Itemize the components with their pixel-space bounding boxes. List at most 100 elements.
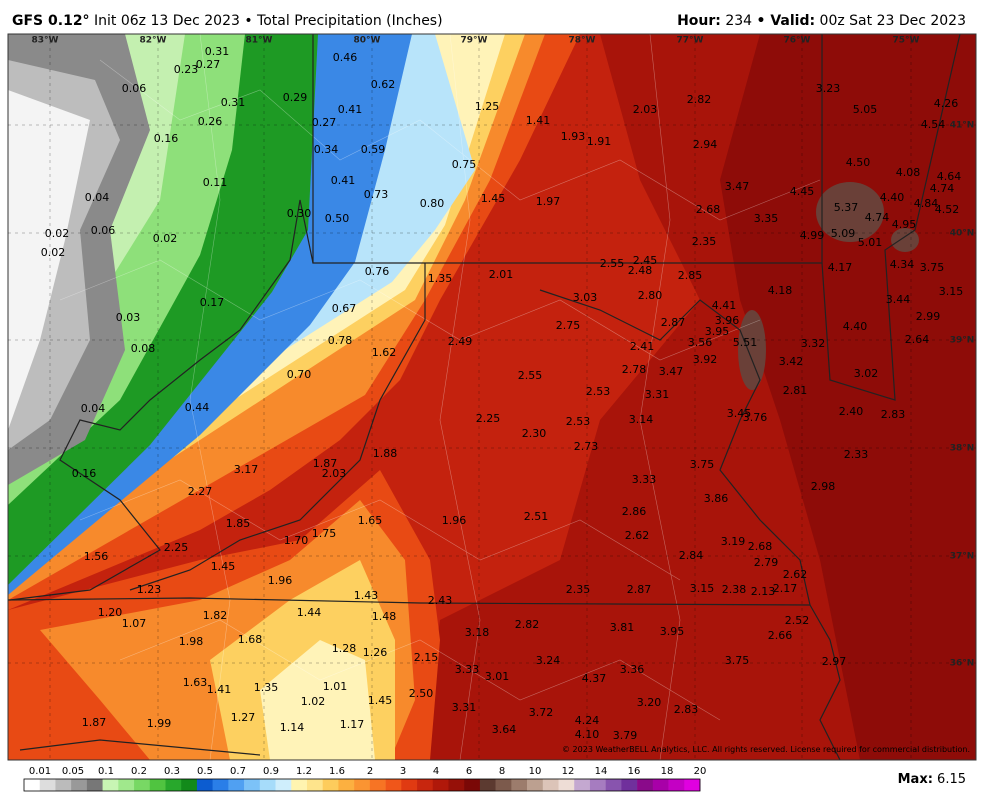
legend-swatch <box>322 779 339 791</box>
station-value: 5.05 <box>853 103 878 116</box>
station-value: 3.01 <box>485 670 510 683</box>
station-value: 2.25 <box>164 541 189 554</box>
lat-label: 36°N <box>950 659 975 669</box>
station-value: 2.99 <box>916 310 941 323</box>
legend-swatch <box>275 779 292 791</box>
station-value: 0.08 <box>131 342 156 355</box>
header-valid: Hour: 234 • Valid: 00z Sat 23 Dec 2023 <box>677 13 966 29</box>
station-value: 2.03 <box>633 103 658 116</box>
station-value: 1.45 <box>368 694 393 707</box>
station-value: 5.09 <box>831 227 856 240</box>
station-value: 1.68 <box>238 633 263 646</box>
legend-frame <box>23 778 701 792</box>
station-value: 2.82 <box>687 93 712 106</box>
station-value: 0.23 <box>174 63 199 76</box>
lat-label: 38°N <box>950 444 975 454</box>
station-value: 2.85 <box>678 269 703 282</box>
station-value: 0.31 <box>205 45 230 58</box>
station-value: 1.17 <box>340 718 365 731</box>
station-value: 1.48 <box>372 610 397 623</box>
station-value: 1.28 <box>332 642 357 655</box>
station-value: 0.16 <box>154 132 179 145</box>
station-value: 0.06 <box>122 82 147 95</box>
station-value: 3.42 <box>779 355 804 368</box>
station-value: 2.73 <box>574 440 599 453</box>
station-value: 0.04 <box>85 191 110 204</box>
lat-label: 40°N <box>950 229 975 239</box>
station-value: 2.83 <box>881 408 906 421</box>
map-frame <box>7 33 977 761</box>
station-value: 3.24 <box>536 654 561 667</box>
station-value: 2.49 <box>448 335 473 348</box>
station-value: 2.53 <box>566 415 591 428</box>
valid-time: 00z Sat 23 Dec 2023 <box>820 13 966 29</box>
station-value: 4.17 <box>828 261 853 274</box>
station-value: 2.41 <box>630 340 655 353</box>
legend-swatch <box>244 779 261 791</box>
station-value: 1.45 <box>481 192 506 205</box>
legend-swatch <box>385 779 402 791</box>
station-value: 4.18 <box>768 284 793 297</box>
station-value: 3.33 <box>632 473 657 486</box>
station-value: 1.01 <box>323 680 348 693</box>
valid-label: • Valid: <box>757 13 816 29</box>
legend-tick: 1.6 <box>329 766 345 777</box>
station-value: 3.92 <box>693 353 718 366</box>
station-value: 5.01 <box>858 236 883 249</box>
station-value: 0.31 <box>221 96 246 109</box>
station-value: 1.93 <box>561 130 586 143</box>
station-value: 3.19 <box>721 535 746 548</box>
model-name: GFS 0.12° <box>12 13 90 29</box>
station-value: 1.98 <box>179 635 204 648</box>
station-value: 2.27 <box>188 485 213 498</box>
legend-swatch <box>212 779 229 791</box>
station-value: 3.81 <box>610 621 635 634</box>
station-value: 1.07 <box>122 617 147 630</box>
station-value: 2.51 <box>524 510 549 523</box>
station-value: 2.68 <box>748 540 773 553</box>
station-value: 2.43 <box>428 594 453 607</box>
station-value: 2.25 <box>476 412 501 425</box>
station-value: 3.95 <box>660 625 685 638</box>
station-value: 0.03 <box>116 311 141 324</box>
station-value: 3.75 <box>920 261 945 274</box>
station-value: 0.59 <box>361 143 386 156</box>
station-value: 3.56 <box>688 336 713 349</box>
station-value: 1.91 <box>587 135 612 148</box>
station-value: 1.65 <box>358 514 383 527</box>
legend-swatch <box>259 779 276 791</box>
station-value: 4.24 <box>575 714 600 727</box>
legend-tick: 8 <box>499 766 505 777</box>
legend-swatch <box>71 779 88 791</box>
station-value: 1.20 <box>98 606 123 619</box>
station-value: 3.02 <box>854 367 879 380</box>
county-lines <box>59 34 821 760</box>
station-value: 2.83 <box>674 703 699 716</box>
lon-label: 81°W <box>246 36 273 46</box>
station-value: 4.54 <box>921 118 946 131</box>
station-value: 4.37 <box>582 672 607 685</box>
legend-swatch <box>118 779 135 791</box>
station-value: 3.95 <box>705 325 730 338</box>
legend-swatch <box>417 779 434 791</box>
station-value: 0.44 <box>185 401 210 414</box>
legend-swatch <box>149 779 166 791</box>
station-value: 2.55 <box>518 369 543 382</box>
station-value: 0.30 <box>287 207 312 220</box>
legend-tick: 1.2 <box>296 766 312 777</box>
station-value: 0.70 <box>287 368 312 381</box>
station-value: 1.41 <box>207 683 232 696</box>
station-value: 1.25 <box>475 100 500 113</box>
station-value: 0.41 <box>338 103 363 116</box>
station-value: 1.02 <box>301 695 326 708</box>
legend-swatch <box>338 779 355 791</box>
station-value: 3.96 <box>715 314 740 327</box>
station-value: 2.98 <box>811 480 836 493</box>
legend-swatch <box>86 779 103 791</box>
station-value: 0.78 <box>328 334 353 347</box>
station-value: 4.74 <box>865 211 890 224</box>
legend-swatch <box>527 779 544 791</box>
station-value: 2.35 <box>692 235 717 248</box>
legend-tick: 0.5 <box>197 766 213 777</box>
station-value: 2.82 <box>515 618 540 631</box>
